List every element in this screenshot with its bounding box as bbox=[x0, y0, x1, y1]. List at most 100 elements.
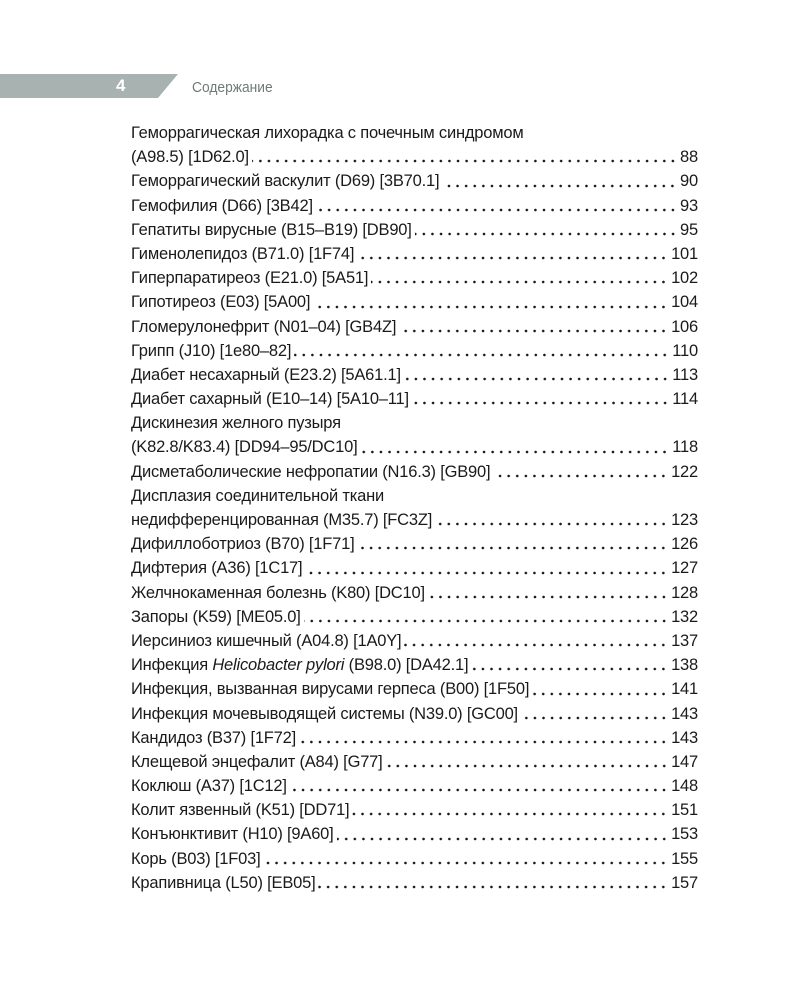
toc-entry-line: Кандидоз (B37) [1F72] 143 bbox=[131, 726, 698, 750]
toc-entry-title: Гиперпаратиреоз (E21.0) [5A51] bbox=[131, 266, 368, 290]
title-segment: Конъюнктивит (H10) [9A60] bbox=[131, 825, 334, 844]
toc-entry-title: Гепатиты вирусные (B15–B19) [DB90] bbox=[131, 218, 412, 242]
title-segment: (A98.5) [1D62.0] bbox=[131, 148, 249, 167]
toc-page-number[interactable]: 123 bbox=[671, 511, 698, 529]
toc-entry[interactable]: Желчнокаменная болезнь (K80) [DC10] 128 bbox=[131, 581, 698, 605]
toc-entry[interactable]: Дисплазия соединительной ткани недифферен… bbox=[131, 484, 698, 532]
toc-entry[interactable]: Гепатиты вирусные (B15–B19) [DB90] 95 bbox=[131, 218, 698, 242]
toc-page-number[interactable]: 110 bbox=[672, 341, 698, 360]
leader-dots bbox=[313, 298, 669, 309]
toc-entry-title: Дискинезия желного пузыря bbox=[131, 411, 341, 435]
toc-page-number[interactable]: 155 bbox=[671, 849, 698, 868]
title-segment: Диабет сахарный (E10–14) [5A10–11] bbox=[131, 390, 409, 409]
toc-page-number[interactable]: 95 bbox=[680, 220, 698, 239]
toc-page-number[interactable]: 113 bbox=[672, 365, 698, 384]
toc-entry-title: Кандидоз (B37) [1F72] bbox=[131, 726, 296, 750]
title-segment: Гименолепидоз (B71.0) [1F74] bbox=[131, 244, 355, 263]
toc-entry[interactable]: Гломерулонефрит (N01–04) [GB4Z] 106 bbox=[131, 315, 698, 339]
toc-entry[interactable]: Инфекция, вызванная вирусами герпеса (B0… bbox=[131, 677, 698, 701]
toc-entry[interactable]: Геморрагическая лихорадка с почечным син… bbox=[131, 121, 698, 169]
title-segment: Дисплазия соединительной ткани bbox=[131, 486, 385, 505]
leader-dots bbox=[315, 201, 678, 212]
toc-entry-line: Инфекция мочевыводящей системы (N39.0) [… bbox=[131, 702, 698, 726]
toc-page-number[interactable]: 126 bbox=[671, 535, 698, 554]
leader-dots bbox=[357, 250, 669, 261]
toc-page-number[interactable]: 93 bbox=[680, 196, 698, 215]
toc-entry-title: Гломерулонефрит (N01–04) [GB4Z] bbox=[131, 315, 396, 339]
toc-entry[interactable]: Клещевой энцефалит (A84) [G77] 147 bbox=[131, 750, 698, 774]
toc-page-number[interactable]: 148 bbox=[671, 777, 698, 796]
toc-page-number[interactable]: 132 bbox=[671, 607, 698, 626]
toc-page-number[interactable]: 114 bbox=[672, 390, 698, 409]
leader-dots bbox=[471, 661, 669, 672]
title-segment: Инфекция, вызванная вирусами герпеса (B0… bbox=[131, 680, 530, 699]
toc-entry[interactable]: Инфекция мочевыводящей системы (N39.0) [… bbox=[131, 702, 698, 726]
toc-page-number[interactable]: 138 bbox=[671, 656, 698, 675]
title-segment: Запоры (K59) [ME05.0] bbox=[131, 607, 301, 626]
toc-page-number[interactable]: 153 bbox=[671, 825, 698, 844]
title-segment: Диабет несахарный (E23.2) [5A61.1] bbox=[131, 365, 401, 384]
toc-page-number[interactable]: 157 bbox=[671, 873, 698, 892]
toc-page-number[interactable]: 151 bbox=[671, 801, 698, 820]
toc-page-number[interactable]: 118 bbox=[672, 438, 698, 457]
leader-dots bbox=[399, 322, 669, 333]
toc-page-number[interactable]: 141 bbox=[671, 680, 698, 699]
toc-page-number[interactable]: 128 bbox=[671, 583, 698, 602]
toc-entry-line: Желчнокаменная болезнь (K80) [DC10] 128 bbox=[131, 581, 698, 605]
toc-entry-line: Гиперпаратиреоз (E21.0) [5A51] 102 bbox=[131, 266, 698, 290]
title-segment: Клещевой энцефалит (A84) [G77] bbox=[131, 752, 383, 771]
toc-entry-title: Гипотиреоз (E03) [5A00] bbox=[131, 290, 310, 314]
toc-entry-title: Дисметаболические нефропатии (N16.3) [GB… bbox=[131, 460, 491, 484]
toc-entry[interactable]: Гиперпаратиреоз (E21.0) [5A51] 102 bbox=[131, 266, 698, 290]
toc-entry-line: Иерсиниоз кишечный (A04.8) [1A0Y] 137 bbox=[131, 629, 698, 653]
toc-entry[interactable]: Дифтерия (A36) [1C17] 127 bbox=[131, 556, 698, 580]
toc-entry-title: Инфекция, вызванная вирусами герпеса (B0… bbox=[131, 677, 529, 701]
leader-dots bbox=[318, 879, 669, 889]
toc-page-number[interactable]: 122 bbox=[671, 462, 698, 481]
toc-entry[interactable]: Диабет несахарный (E23.2) [5A61.1] 113 bbox=[131, 363, 698, 387]
title-segment: Инфекция bbox=[131, 656, 213, 675]
toc-entry-line: (A98.5) [1D62.0] 88 bbox=[131, 145, 698, 169]
toc-entry[interactable]: Колит язвенный (K51) [DD71] 151 bbox=[131, 798, 698, 822]
toc-entry[interactable]: Грипп (J10) [1e80–82] 110 bbox=[131, 339, 698, 363]
toc-page-number[interactable]: 143 bbox=[671, 704, 698, 723]
toc-entry[interactable]: Гименолепидоз (B71.0) [1F74] 101 bbox=[131, 242, 698, 266]
title-segment: Желчнокаменная болезнь (K80) [DC10] bbox=[131, 583, 425, 602]
toc-page-number[interactable]: 88 bbox=[680, 148, 698, 167]
toc-entry[interactable]: Гипотиреоз (E03) [5A00] 104 bbox=[131, 290, 698, 314]
leader-dots bbox=[336, 830, 669, 841]
toc-entry[interactable]: Инфекция Helicobacter pylori (B98.0) [DA… bbox=[131, 653, 698, 677]
toc-entry[interactable]: Корь (B03) [1F03] 155 bbox=[131, 847, 698, 871]
toc-entry[interactable]: Дискинезия желного пузыря (K82.8/K83.4) [… bbox=[131, 411, 698, 459]
toc-entry[interactable]: Иерсиниоз кишечный (A04.8) [1A0Y] 137 bbox=[131, 629, 698, 653]
toc-page-number[interactable]: 102 bbox=[671, 269, 698, 288]
toc-entry-title: Дифиллоботриоз (B70) [1F71] bbox=[131, 532, 355, 556]
toc-page-number[interactable]: 127 bbox=[671, 559, 698, 578]
toc-entry-line: Дифтерия (A36) [1C17] 127 bbox=[131, 556, 698, 580]
toc-page-number[interactable]: 104 bbox=[671, 293, 698, 312]
leader-dots bbox=[294, 346, 670, 357]
title-segment: Корь (B03) [1F03] bbox=[131, 849, 261, 868]
toc-entry-title: Инфекция мочевыводящей системы (N39.0) [… bbox=[131, 702, 518, 726]
toc-entry[interactable]: Крапивница (L50) [EB05] 157 bbox=[131, 871, 698, 895]
toc-entry[interactable]: Конъюнктивит (H10) [9A60] 153 bbox=[131, 822, 698, 846]
toc-entry-title: (A98.5) [1D62.0] bbox=[131, 145, 249, 169]
toc-page-number[interactable]: 101 bbox=[671, 244, 698, 263]
toc-page-number[interactable]: 147 bbox=[671, 752, 698, 771]
toc-page-number[interactable]: 143 bbox=[671, 728, 698, 747]
toc-entry[interactable]: Кандидоз (B37) [1F72] 143 bbox=[131, 726, 698, 750]
toc-entry-title: Конъюнктивит (H10) [9A60] bbox=[131, 822, 334, 846]
leader-dots bbox=[520, 709, 669, 720]
toc-entry[interactable]: Гемофилия (D66) [3B42] 93 bbox=[131, 194, 698, 218]
toc-entry[interactable]: Коклюш (A37) [1C12] 148 bbox=[131, 774, 698, 798]
toc-entry-title: Геморрагический васкулит (D69) [3B70.1] bbox=[131, 169, 440, 193]
toc-entry[interactable]: Дисметаболические нефропатии (N16.3) [GB… bbox=[131, 460, 698, 484]
toc-entry[interactable]: Диабет сахарный (E10–14) [5A10–11] 114 bbox=[131, 387, 698, 411]
toc-page-number[interactable]: 106 bbox=[671, 317, 698, 336]
toc-entry[interactable]: Дифиллоботриоз (B70) [1F71] 126 bbox=[131, 532, 698, 556]
toc-page-number[interactable]: 90 bbox=[680, 172, 698, 191]
toc-entry-line: Дисплазия соединительной ткани bbox=[131, 484, 698, 508]
toc-page-number[interactable]: 137 bbox=[671, 631, 698, 650]
toc-entry[interactable]: Запоры (K59) [ME05.0] 132 bbox=[131, 605, 698, 629]
toc-entry[interactable]: Геморрагический васкулит (D69) [3B70.1] 9… bbox=[131, 169, 698, 193]
